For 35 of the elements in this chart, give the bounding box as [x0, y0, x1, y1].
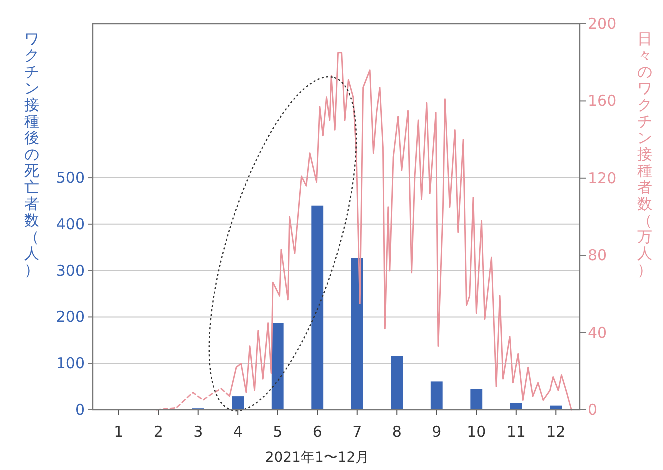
x-tick-label: 10: [467, 423, 486, 441]
x-tick-label: 9: [432, 423, 442, 441]
x-tick-label: 3: [194, 423, 204, 441]
y2-tick-label: 160: [588, 92, 617, 110]
x-tick-label: 8: [392, 423, 402, 441]
x-tick-label: 11: [506, 423, 526, 441]
y2-tick-label: 200: [588, 15, 617, 33]
x-tick-label: 2: [154, 423, 164, 441]
bar: [351, 258, 364, 410]
y-tick-label: 0: [75, 401, 85, 419]
y-tick-label: 500: [56, 169, 85, 188]
bar: [510, 404, 522, 410]
y2-tick-label: 0: [588, 401, 598, 419]
y2-tick-label: 40: [588, 324, 608, 342]
text: 日々のワクチン接種者数（万人）: [638, 30, 652, 279]
bar: [312, 206, 324, 410]
x-tick-label: 1: [114, 423, 124, 441]
y-tick-label: 300: [56, 262, 85, 280]
x-tick-label: 5: [273, 423, 283, 441]
bar: [430, 382, 443, 410]
y-tick-label: 100: [56, 354, 85, 373]
bar: [391, 356, 404, 410]
x-tick-label: 7: [352, 423, 362, 441]
text: ワクチン接種後の死亡者数（人）: [24, 30, 40, 279]
bar: [232, 396, 244, 410]
x-tick-label: 6: [312, 423, 322, 441]
bar: [470, 389, 483, 410]
y-tick-label: 200: [56, 308, 85, 326]
y-tick-label: 400: [56, 215, 85, 234]
x-axis-title: 2021年1〜12月: [265, 450, 370, 466]
bar: [272, 323, 284, 410]
x-tick-label: 4: [233, 423, 243, 441]
x-tick-label: 12: [546, 423, 566, 441]
y2-tick-label: 80: [588, 246, 608, 265]
y2-tick-label: 120: [588, 169, 617, 188]
